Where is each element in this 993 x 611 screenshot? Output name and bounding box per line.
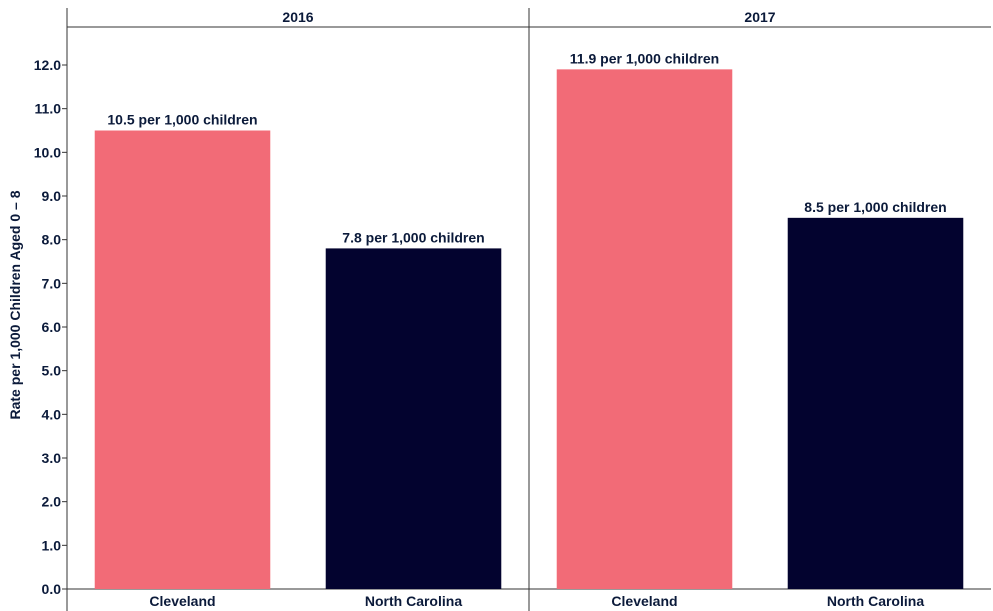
y-tick-label: 1.0: [42, 537, 62, 553]
panels: 2016 10.5 per 1,000 children Cleveland 7.8 …: [94, 8, 964, 611]
data-label: 10.5 per 1,000 children: [107, 112, 257, 128]
bar-cleveland: [556, 69, 733, 589]
y-axis-title: Rate per 1,000 Children Aged 0 – 8: [7, 190, 23, 419]
panel-title: 2017: [744, 9, 775, 25]
bar-cleveland: [94, 130, 271, 589]
y-tick-label: 4.0: [42, 406, 62, 422]
y-tick-label: 5.0: [42, 363, 62, 379]
y-tick-label: 7.0: [42, 275, 62, 291]
bar-north-carolina: [787, 217, 964, 590]
panel-2016: 2016 10.5 per 1,000 children Cleveland 7.8 …: [94, 9, 502, 609]
y-tick-label: 6.0: [42, 319, 62, 335]
data-label: 11.9 per 1,000 children: [570, 50, 719, 66]
y-tick-label: 12.0: [34, 57, 61, 73]
bar-north-carolina: [325, 248, 502, 589]
y-tick-label: 0.0: [42, 581, 62, 597]
category-label: Cleveland: [611, 593, 677, 609]
category-label: Cleveland: [149, 593, 215, 609]
y-tick-label: 3.0: [42, 450, 62, 466]
category-label: North Carolina: [365, 593, 462, 609]
y-tick-label: 10.0: [34, 144, 61, 160]
data-label: 7.8 per 1,000 children: [342, 229, 484, 245]
y-tick-label: 2.0: [42, 494, 62, 510]
category-label: North Carolina: [827, 593, 924, 609]
y-tick-label: 8.0: [42, 232, 62, 248]
y-tick-label: 9.0: [42, 188, 62, 204]
y-tick-label: 11.0: [35, 101, 62, 117]
panel-2017: 2017 11.9 per 1,000 children Cleveland 8.5 …: [528, 8, 964, 611]
data-label: 8.5 per 1,000 children: [804, 199, 946, 215]
panel-title: 2016: [282, 9, 313, 25]
